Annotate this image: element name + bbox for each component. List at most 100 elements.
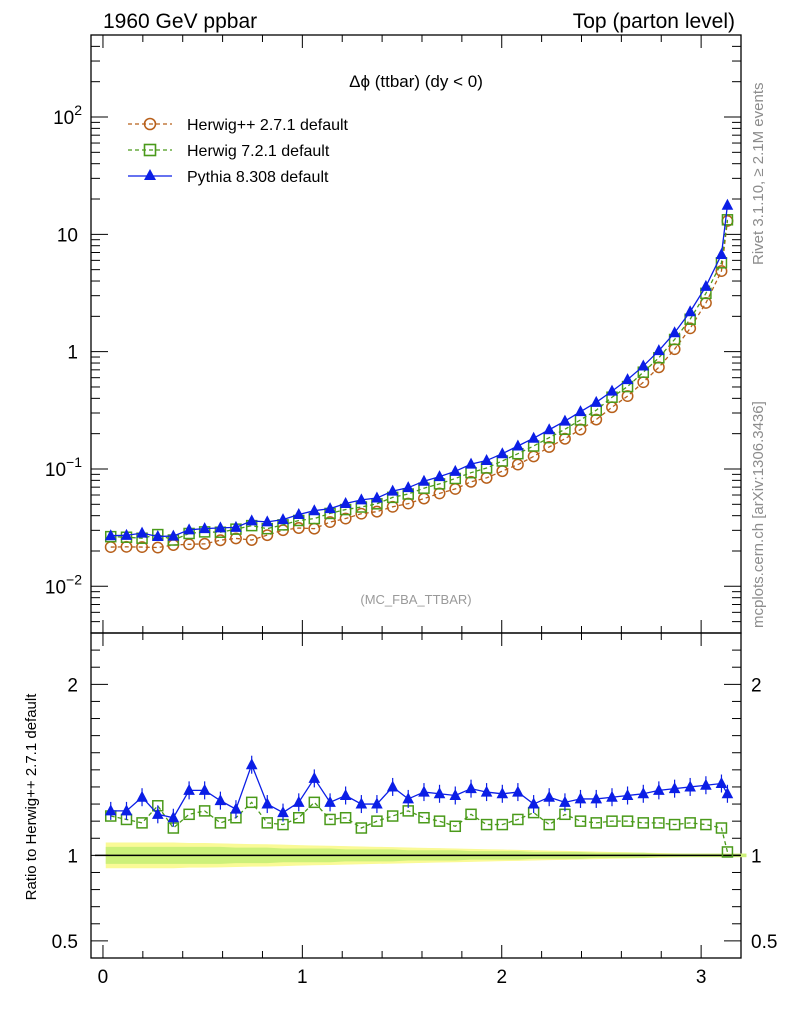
ratio-point (512, 785, 524, 797)
data-point (292, 508, 305, 520)
ratio-point (715, 777, 728, 789)
data-point (339, 496, 352, 508)
ratio-y-tick-labels: 0.5 0.5 1 1 2 2 (52, 675, 778, 953)
ratio-point (721, 846, 734, 858)
data-point (183, 523, 195, 535)
ratio-point (136, 790, 148, 802)
ratio-point (261, 797, 274, 809)
data-point (465, 475, 477, 488)
ratio-point (277, 806, 289, 818)
data-point (653, 344, 665, 356)
ratio-point (668, 782, 681, 794)
ratio-point (198, 783, 211, 795)
data-point (339, 512, 352, 525)
legend-item-herwigpp: Herwig++ 2.7.1 default (128, 117, 349, 134)
data-point (324, 502, 336, 514)
data-point (449, 464, 462, 476)
ratio-point (418, 785, 430, 797)
ratio-point (371, 797, 383, 809)
data-point (721, 198, 734, 210)
data-point (370, 505, 383, 518)
ratio-point (355, 822, 368, 834)
ratio-point (245, 796, 258, 809)
y-tick-label-right: 1 (751, 846, 762, 867)
data-point (652, 361, 665, 374)
ratio-point (308, 771, 321, 783)
ratio-point (574, 792, 587, 804)
ratio-point (606, 790, 618, 802)
data-point (496, 447, 509, 459)
ratio-point (230, 802, 242, 814)
data-point (104, 529, 117, 541)
ratio-point (183, 808, 195, 821)
data-point (668, 326, 681, 338)
ratio-point (684, 780, 696, 792)
main-axis-ticks (91, 34, 742, 634)
y-tick-label: 1 (67, 846, 78, 867)
ratio-point (371, 815, 383, 827)
ratio-point (386, 780, 399, 792)
ratio-point (449, 820, 462, 833)
main-panel: 10−2 10−1 1 10 102 Δϕ (ttbar) (dy < 0) (MC_F… (45, 34, 742, 634)
ratio-point (120, 804, 133, 816)
ratio-point (480, 818, 493, 831)
data-point (167, 529, 180, 541)
data-point (198, 522, 211, 534)
ratio-point (261, 817, 274, 829)
ratio-point (590, 817, 602, 829)
ratio-point (621, 789, 634, 800)
legend-triangle-marker (144, 169, 156, 180)
ratio-point (339, 811, 352, 824)
data-point (480, 454, 493, 466)
ratio-point (324, 795, 336, 807)
ratio-point (214, 794, 227, 806)
data-point (418, 474, 430, 486)
ratio-point (496, 787, 509, 799)
data-point (308, 504, 321, 516)
ratio-point (418, 811, 430, 824)
ratio-point (355, 797, 368, 809)
data-point (574, 414, 587, 426)
legend: Herwig++ 2.7.1 default Herwig 7.2.1 defa… (128, 117, 349, 186)
ratio-point (684, 817, 696, 829)
ratio-point (183, 783, 195, 795)
y-tick-label: 0.5 (52, 932, 78, 953)
ratio-point (292, 795, 305, 807)
data-point (684, 305, 696, 317)
ratio-point (386, 810, 399, 822)
data-point (230, 532, 242, 545)
data-point (151, 541, 164, 554)
main-y-tick-labels: 10−2 10−1 1 10 102 (45, 102, 82, 598)
ratio-point (543, 818, 555, 831)
x-tick-label: 3 (696, 967, 707, 988)
data-point (496, 465, 509, 478)
ratio-point (339, 789, 352, 800)
ratio-point (167, 811, 180, 823)
data-point (245, 534, 258, 546)
data-point (245, 514, 258, 526)
ratio-point (465, 782, 477, 794)
ratio-point (308, 796, 321, 809)
mcplots-label: mcplots.cern.ch [arXiv:1306.3436] (750, 401, 767, 628)
ratio-point (433, 787, 446, 799)
ratio-point (465, 808, 477, 821)
data-point (214, 534, 227, 547)
ratio-series-group (104, 755, 734, 858)
ratio-point (433, 815, 446, 827)
ratio-point (402, 792, 415, 804)
ratio-point (136, 817, 148, 829)
ratio-point (721, 787, 734, 799)
data-point (292, 522, 305, 534)
ratio-point (700, 778, 712, 790)
ratio-point (637, 787, 650, 799)
data-point (527, 431, 540, 443)
watermark: (MC_FBA_TTBAR) (360, 592, 471, 607)
data-point (324, 516, 337, 528)
data-point (198, 537, 211, 550)
ratio-point (715, 822, 728, 834)
x-tick-label: 2 (496, 967, 507, 988)
ratio-point (700, 818, 712, 831)
ratio-point (637, 817, 650, 829)
ratio-point (245, 758, 258, 770)
ratio-point (198, 805, 211, 817)
